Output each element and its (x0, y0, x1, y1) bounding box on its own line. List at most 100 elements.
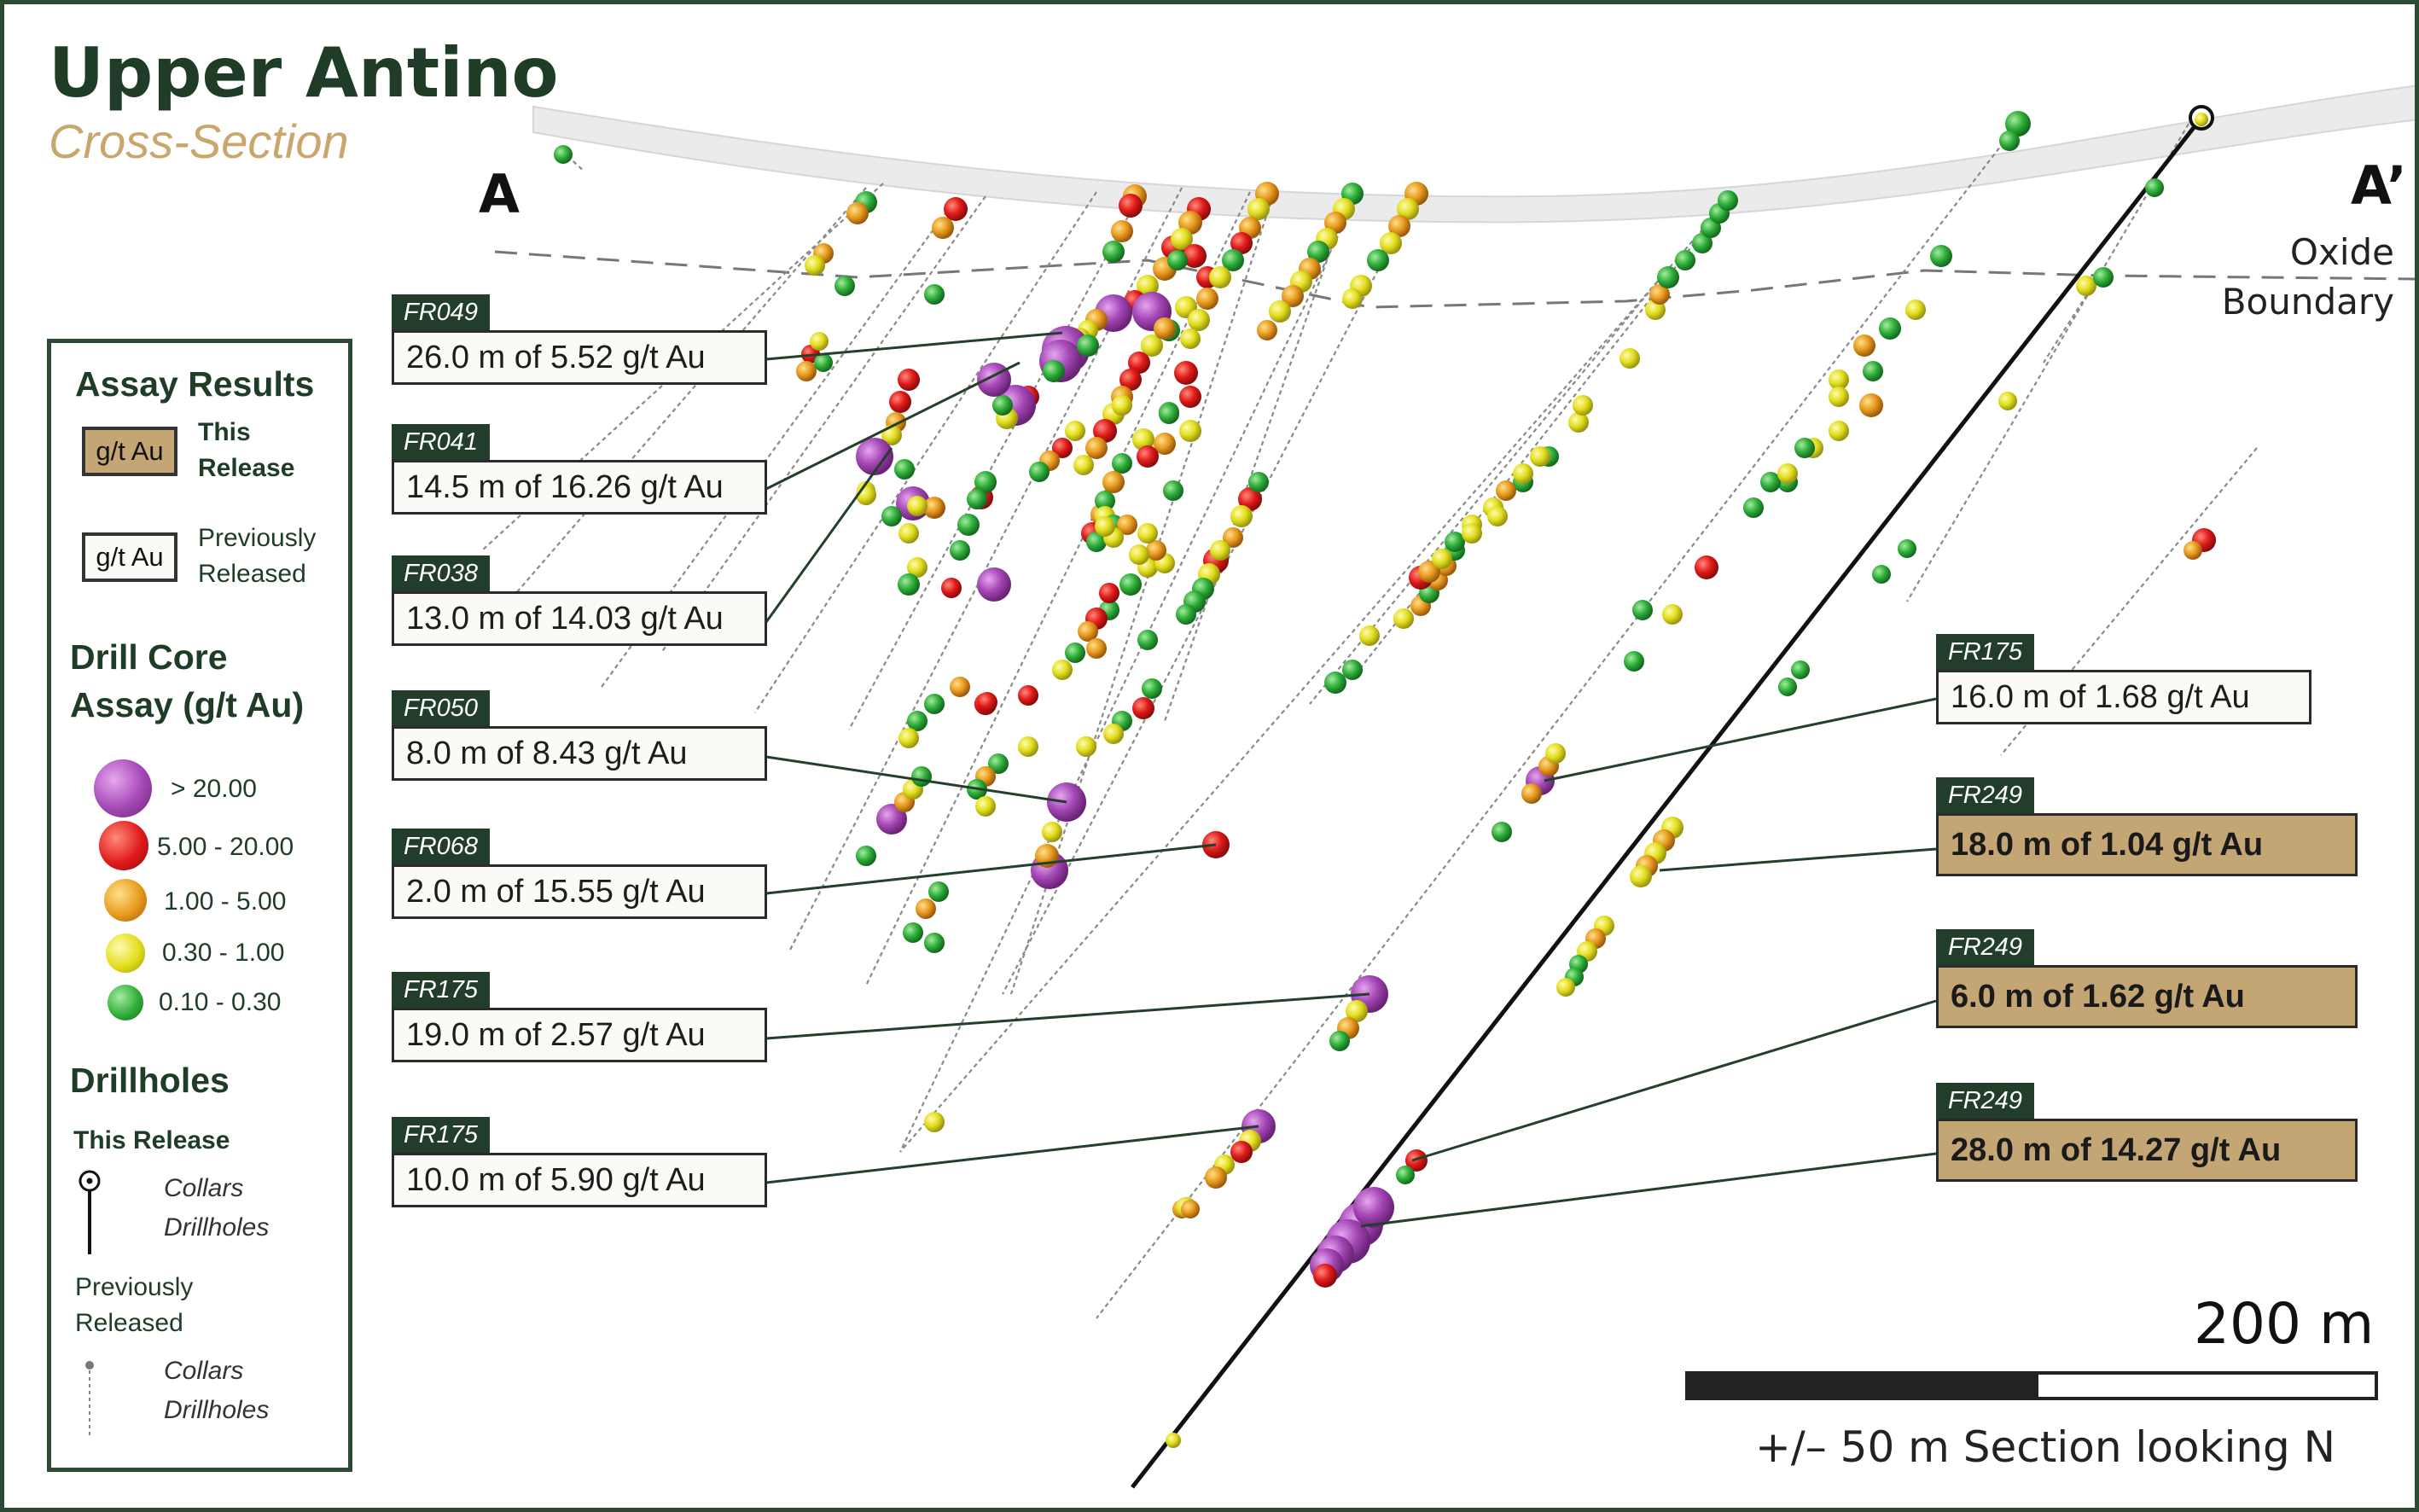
sphere-01-03 (1176, 604, 1196, 625)
sphere-01-03 (974, 471, 997, 493)
sphere-1-5 (950, 677, 970, 697)
sphere-01-03 (1445, 532, 1465, 552)
grade-swatch-5-20 (99, 821, 148, 870)
this-release-collars-label: Collars (164, 1174, 244, 1202)
sphere-03-1 (1905, 299, 1926, 320)
grade-label-1-5: 1.00 - 5.00 (164, 887, 287, 916)
sphere-03-1 (1247, 198, 1270, 220)
callout-leaders (765, 331, 1937, 1228)
sphere-1-5 (2183, 541, 2202, 560)
callout-interval-text: 26.0 m of 5.52 g/t Au (392, 330, 767, 385)
sphere-03-1 (1359, 625, 1380, 646)
sphere-gt20 (977, 567, 1011, 602)
sphere-03-1 (975, 796, 996, 817)
sphere-1-5 (1154, 433, 1176, 455)
callout-hole-tag: FR049 (392, 294, 491, 330)
sphere-03-1 (1397, 198, 1419, 220)
this-release-label-2: Release (198, 454, 295, 482)
sphere-01-03 (2145, 178, 2164, 197)
sphere-01-03 (1794, 438, 1815, 458)
callout-interval-text: 18.0 m of 1.04 g/t Au (1936, 813, 2358, 876)
sphere-01-03 (1624, 651, 1644, 672)
sphere-03-1 (1619, 348, 1640, 369)
callout-hole-tag: FR038 (392, 555, 491, 591)
sphere-03-1 (1132, 428, 1154, 451)
sphere-01-03 (1492, 822, 1512, 842)
sphere-03-1 (1829, 421, 1849, 441)
sphere-5-20 (1695, 555, 1718, 579)
sphere-5-20 (898, 369, 920, 391)
sphere-03-1 (1042, 822, 1062, 842)
grade-swatch-gt20 (94, 759, 152, 817)
sphere-03-1 (1829, 369, 1849, 390)
previous-drillholes-line-label: Drillholes (164, 1396, 270, 1424)
previously-released-drillholes-label-2: Released (75, 1309, 183, 1337)
sphere-03-1 (1210, 540, 1230, 561)
fr249-drillhole (1131, 116, 2203, 1489)
drill-core-heading-1: Drill Core (70, 637, 228, 677)
sphere-01-03 (1898, 539, 1916, 558)
sphere-03-1 (1662, 604, 1683, 625)
sphere-01-03 (950, 540, 970, 561)
sphere-01-03 (1657, 266, 1679, 288)
sphere-1-5 (1154, 317, 1176, 340)
sphere-01-03 (1879, 317, 1901, 340)
sphere-1-5 (1496, 480, 1516, 501)
sphere-1-5 (1649, 284, 1670, 305)
previous-collars-label: Collars (164, 1357, 244, 1385)
sphere-03-1 (1462, 523, 1482, 544)
callout-hole-tag: FR068 (392, 829, 491, 864)
sphere-01-03 (957, 514, 980, 536)
sphere-01-03 (1112, 453, 1132, 474)
sphere-01-03 (856, 846, 876, 866)
sphere-1-5 (1146, 540, 1166, 561)
grade-label-01-03: 0.10 - 0.30 (159, 988, 282, 1016)
legend-panel: Assay Results g/t Au This Release g/t Au… (47, 339, 352, 1472)
sphere-03-1 (1432, 549, 1452, 569)
grade-swatch-1-5 (104, 879, 147, 922)
assay-spheres (554, 111, 2216, 1448)
sphere-03-1 (1346, 1000, 1368, 1022)
sphere-5-20 (1099, 583, 1119, 603)
sphere-03-1 (1630, 865, 1652, 887)
sphere-1-5 (1196, 288, 1218, 310)
sphere-01-03 (1222, 249, 1244, 271)
sphere-03-1 (1076, 736, 1096, 757)
sphere-5-20 (1230, 232, 1253, 254)
sphere-5-20 (1230, 1141, 1253, 1163)
callout-interval-text: 14.5 m of 16.26 g/t Au (392, 460, 767, 515)
this-release-swatch: g/t Au (82, 427, 177, 476)
sphere-03-1 (1166, 1433, 1181, 1448)
sphere-1-5 (924, 497, 945, 518)
scale-bar-length: 200 m (2194, 1291, 2375, 1357)
sphere-01-03 (992, 395, 1013, 416)
sphere-01-03 (2005, 111, 2031, 137)
grade-label-gt20: > 20.00 (171, 775, 257, 803)
sphere-01-03 (1119, 573, 1142, 596)
sphere-1-5 (1085, 437, 1108, 459)
sphere-01-03 (1159, 404, 1179, 424)
sphere-01-03 (1632, 600, 1653, 620)
callout-hole-tag: FR249 (1936, 929, 2035, 965)
sphere-1-5 (1223, 527, 1243, 548)
sphere-01-03 (898, 573, 920, 596)
sphere-gt20 (1353, 1187, 1394, 1228)
previously-released-drillholes-label-1: Previously (75, 1273, 194, 1301)
sphere-01-03 (924, 284, 945, 305)
sphere-01-03 (1760, 472, 1781, 492)
section-start-label: A (479, 163, 520, 225)
sphere-1-5 (1418, 561, 1440, 583)
sphere-01-03 (1778, 677, 1797, 696)
previously-released-label-2: Released (198, 560, 306, 588)
sphere-01-03 (1095, 491, 1115, 511)
sphere-1-5 (1257, 320, 1277, 340)
sphere-03-1 (1137, 275, 1159, 297)
sphere-03-1 (1487, 506, 1508, 526)
sphere-01-03 (924, 933, 945, 953)
sphere-01-03 (1065, 643, 1085, 663)
grade-label-5-20: 5.00 - 20.00 (157, 833, 294, 861)
sphere-03-1 (898, 728, 919, 748)
sphere-1-5 (1111, 220, 1133, 242)
sphere-1-5 (1521, 783, 1542, 804)
sphere-01-03 (1163, 480, 1183, 501)
